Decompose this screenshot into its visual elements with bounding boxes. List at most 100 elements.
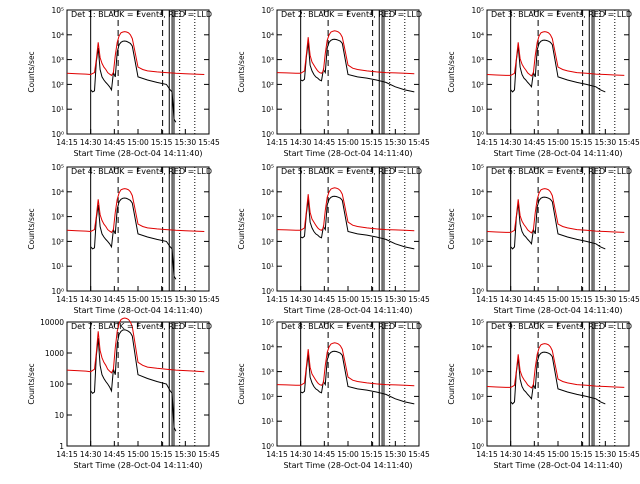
y-tick-label: 10⁴ bbox=[261, 188, 274, 197]
y-tick-label: 10³ bbox=[261, 213, 274, 222]
y-axis-label: Counts/sec bbox=[237, 208, 246, 249]
x-tick-label: 15:45 bbox=[198, 138, 220, 147]
x-tick-label: 14:15 bbox=[266, 295, 288, 304]
panel-title: Det 2: BLACK = Events, RED = LLD bbox=[281, 10, 422, 19]
x-tick-label: 15:30 bbox=[175, 295, 197, 304]
x-tick-label: 14:45 bbox=[524, 138, 546, 147]
x-tick-label: 15:45 bbox=[618, 295, 640, 304]
events-series-line bbox=[300, 38, 415, 93]
x-tick-label: 14:15 bbox=[56, 138, 78, 147]
x-tick-label: 14:15 bbox=[266, 138, 288, 147]
y-tick-label: 10⁰ bbox=[261, 130, 274, 139]
y-tick-label: 10² bbox=[261, 80, 274, 89]
x-tick-label: 15:15 bbox=[361, 138, 383, 147]
panel-title: Det 8: BLACK = Events, RED = LLD bbox=[281, 322, 422, 331]
x-tick-label: 15:45 bbox=[618, 138, 640, 147]
y-tick-label: 10⁰ bbox=[261, 442, 274, 451]
x-tick-label: 14:15 bbox=[266, 450, 288, 459]
y-tick-label: 10³ bbox=[51, 213, 64, 222]
panel-det-4: 14:15 14:30 14:45 15:00 15:15 15:30 15:45 10⁰ 10… bbox=[27, 163, 220, 315]
y-tick-label: 10 bbox=[54, 411, 64, 420]
x-tick-label: 14:45 bbox=[314, 295, 336, 304]
x-tick-label: 15:45 bbox=[198, 295, 220, 304]
y-axis-label: Counts/sec bbox=[27, 208, 36, 249]
x-tick-label: 15:00 bbox=[127, 450, 149, 459]
x-tick-label: 14:30 bbox=[500, 138, 522, 147]
x-tick-label: 14:30 bbox=[500, 450, 522, 459]
y-tick-label: 10¹ bbox=[471, 417, 484, 426]
plot-frame bbox=[486, 9, 630, 135]
y-tick-label: 10¹ bbox=[471, 105, 484, 114]
lld-series-line bbox=[66, 317, 205, 374]
y-tick-label: 10² bbox=[51, 237, 64, 246]
y-tick-label: 10⁰ bbox=[471, 130, 484, 139]
x-tick-label: 14:45 bbox=[104, 450, 126, 459]
y-tick-label: 10³ bbox=[261, 368, 274, 377]
x-axis-label: Start Time (28-Oct-04 14:11:40) bbox=[283, 306, 412, 315]
y-tick-label: 10³ bbox=[471, 56, 484, 65]
x-tick-label: 15:00 bbox=[127, 138, 149, 147]
lld-series-line bbox=[486, 343, 625, 389]
y-tick-label: 10² bbox=[261, 392, 274, 401]
x-tick-label: 14:30 bbox=[80, 138, 102, 147]
y-tick-label: 10² bbox=[261, 237, 274, 246]
x-tick-label: 15:30 bbox=[175, 450, 197, 459]
y-tick-label: 10⁵ bbox=[261, 6, 274, 15]
x-tick-label: 15:30 bbox=[595, 295, 617, 304]
x-tick-label: 15:45 bbox=[618, 450, 640, 459]
events-series-line bbox=[510, 39, 606, 93]
lld-series-line bbox=[486, 31, 625, 77]
x-tick-label: 14:45 bbox=[104, 138, 126, 147]
y-tick-label: 10⁴ bbox=[51, 31, 64, 40]
y-tick-label: 10⁴ bbox=[471, 343, 484, 352]
x-tick-label: 14:30 bbox=[80, 295, 102, 304]
y-axis-label: Counts/sec bbox=[237, 51, 246, 92]
y-tick-label: 10¹ bbox=[51, 105, 64, 114]
x-tick-label: 15:30 bbox=[385, 450, 407, 459]
lld-series-line bbox=[66, 188, 205, 234]
x-axis-label: Start Time (28-Oct-04 14:11:40) bbox=[283, 149, 412, 158]
x-tick-label: 14:30 bbox=[500, 295, 522, 304]
y-tick-label: 10³ bbox=[471, 368, 484, 377]
y-tick-label: 10⁴ bbox=[261, 343, 274, 352]
y-tick-label: 10³ bbox=[51, 56, 64, 65]
panel-det-7: 14:15 14:30 14:45 15:00 15:15 15:30 15:45 1 10 10… bbox=[27, 317, 220, 470]
panel-title: Det 9: BLACK = Events, RED = LLD bbox=[491, 322, 632, 331]
x-tick-label: 15:15 bbox=[151, 138, 173, 147]
x-tick-label: 15:45 bbox=[408, 138, 430, 147]
events-series-line bbox=[300, 195, 415, 250]
panel-det-1: 14:15 14:30 14:45 15:00 15:15 15:30 15:45 10⁰ 10… bbox=[27, 6, 220, 158]
x-tick-label: 15:45 bbox=[408, 295, 430, 304]
x-axis-label: Start Time (28-Oct-04 14:11:40) bbox=[493, 461, 622, 470]
x-tick-label: 14:45 bbox=[524, 450, 546, 459]
x-tick-label: 15:00 bbox=[337, 295, 359, 304]
x-tick-label: 14:45 bbox=[524, 295, 546, 304]
y-tick-label: 10³ bbox=[471, 213, 484, 222]
events-series-line bbox=[90, 197, 177, 280]
y-tick-label: 10² bbox=[471, 392, 484, 401]
plot-frame bbox=[66, 321, 210, 447]
y-axis-label: Counts/sec bbox=[447, 363, 456, 404]
y-tick-label: 1 bbox=[59, 442, 64, 451]
x-tick-label: 15:00 bbox=[547, 295, 569, 304]
lld-series-line bbox=[276, 342, 415, 387]
y-tick-label: 10² bbox=[471, 80, 484, 89]
x-tick-label: 14:15 bbox=[476, 138, 498, 147]
y-tick-label: 10000 bbox=[40, 318, 64, 327]
y-axis-label: Counts/sec bbox=[27, 363, 36, 404]
x-tick-label: 15:00 bbox=[127, 295, 149, 304]
panel-det-3: 14:15 14:30 14:45 15:00 15:15 15:30 15:45 10⁰ 10… bbox=[447, 6, 640, 158]
y-tick-label: 100 bbox=[50, 380, 65, 389]
events-series-line bbox=[510, 351, 606, 405]
x-tick-label: 14:30 bbox=[290, 138, 312, 147]
y-tick-label: 10⁵ bbox=[471, 163, 484, 172]
x-tick-label: 14:30 bbox=[80, 450, 102, 459]
y-tick-label: 10¹ bbox=[261, 105, 274, 114]
x-tick-label: 15:30 bbox=[385, 138, 407, 147]
x-tick-label: 14:30 bbox=[290, 295, 312, 304]
y-axis-label: Counts/sec bbox=[447, 208, 456, 249]
x-tick-label: 15:30 bbox=[385, 295, 407, 304]
y-tick-label: 10⁵ bbox=[261, 163, 274, 172]
plot-frame bbox=[66, 9, 210, 135]
